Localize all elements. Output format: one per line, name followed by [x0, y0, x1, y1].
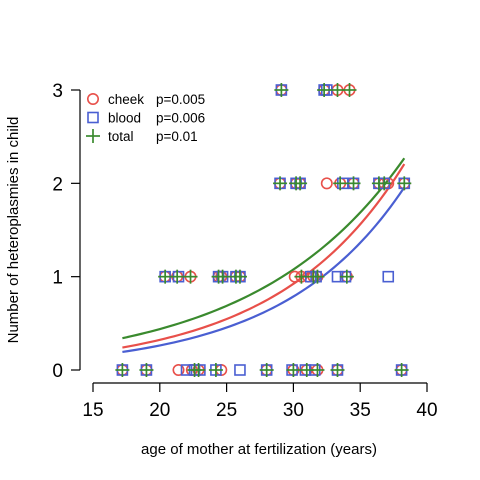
legend-blood-marker	[87, 111, 99, 124]
total-point	[339, 269, 354, 284]
blood-point	[234, 364, 246, 376]
total-point	[346, 176, 361, 191]
total-point	[317, 83, 332, 97]
total-point	[139, 363, 154, 377]
total-point	[286, 363, 301, 377]
total-fit-curve	[122, 157, 406, 340]
total-point	[115, 363, 130, 377]
total-point	[310, 363, 325, 377]
legend-total-label: total	[108, 129, 134, 144]
total-point	[377, 176, 392, 191]
cheek-point	[172, 363, 185, 376]
total-point	[342, 83, 357, 97]
total-point	[259, 363, 274, 377]
y-tick-label: 1	[52, 268, 63, 289]
total-point	[191, 363, 206, 377]
total-point	[232, 269, 247, 284]
total-point	[394, 363, 409, 377]
y-tick-label: 2	[52, 174, 63, 195]
y-tick-label: 3	[52, 81, 63, 102]
total-point	[293, 176, 308, 191]
legend-blood-pvalue: p=0.006	[156, 111, 205, 126]
total-point	[183, 269, 198, 284]
x-axis-label: age of mother at fertilization (years)	[141, 441, 377, 458]
legend-cheek-marker	[87, 93, 100, 106]
x-tick-label: 25	[216, 400, 237, 421]
legend-cheek-label: cheek	[108, 92, 144, 107]
total-point	[170, 269, 185, 284]
x-tick-label: 20	[149, 400, 170, 421]
legend-total-pvalue: p=0.01	[156, 129, 198, 144]
total-point	[330, 363, 345, 377]
axes: 15 20 25 30 35 40 0 1 2 3	[52, 81, 437, 421]
total-point	[274, 83, 289, 97]
cheek-fit-curve	[122, 163, 406, 349]
total-point	[294, 269, 309, 284]
total-point	[330, 83, 345, 97]
cheek-point	[320, 177, 333, 190]
total-point	[273, 176, 288, 191]
legend-cheek-pvalue: p=0.005	[156, 92, 205, 107]
legend: cheek p=0.005 blood p=0.006 total p=0.01	[86, 92, 205, 144]
x-tick-label: 15	[82, 400, 103, 421]
blood-point	[382, 270, 395, 283]
legend-blood-label: blood	[108, 111, 141, 126]
total-point	[208, 363, 223, 377]
total-point	[397, 176, 412, 191]
y-tick-label: 0	[52, 361, 63, 382]
x-tick-label: 30	[283, 400, 304, 421]
total-point	[333, 176, 348, 191]
data-points	[115, 83, 412, 377]
total-point	[215, 269, 230, 284]
total-point	[158, 269, 173, 284]
fit-curves	[122, 157, 406, 354]
total-point	[310, 269, 325, 284]
x-tick-label: 40	[416, 400, 437, 421]
y-axis-label: Number of heteroplasmies in child	[5, 117, 22, 344]
blood-fit-curve	[122, 186, 406, 354]
x-tick-label: 35	[350, 400, 371, 421]
legend-total-marker	[86, 129, 100, 143]
